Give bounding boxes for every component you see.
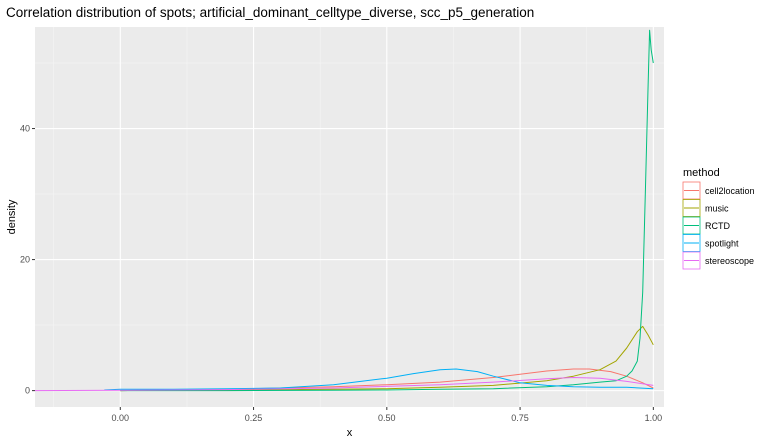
x-tick-label: 0.75 [511,413,529,423]
x-tick-label: 0.00 [112,413,130,423]
x-tick-label: 0.25 [245,413,263,423]
x-tick-label: 0.50 [378,413,396,423]
plot-panel [35,27,664,407]
legend-label: cell2location [705,186,755,196]
legend-title: method [683,167,720,179]
series-layer [34,29,654,392]
grid-minor [35,27,664,407]
legend-label: RCTD [705,221,730,231]
legend-label: spotlight [705,239,739,249]
series-line-stereoscope [34,377,654,392]
chart-title: Correlation distribution of spots; artif… [6,5,534,20]
x-axis-label: x [347,427,353,439]
legend-label: music [705,204,729,214]
y-tick-label: 20 [20,255,30,265]
x-tick-label: 1.00 [645,413,663,423]
series-line-rctd [120,29,654,392]
y-axis-label: density [6,199,18,234]
legend: cell2location music RCTD spotlight stereosco… [682,181,755,270]
axis-layer: 0.00 0.25 0.50 0.75 1.00 0 20 40 [20,124,662,423]
y-tick-label: 40 [20,124,30,134]
legend-label: stereoscope [705,256,754,266]
y-tick-label: 0 [25,386,30,396]
series-line-spotlight [104,368,654,391]
